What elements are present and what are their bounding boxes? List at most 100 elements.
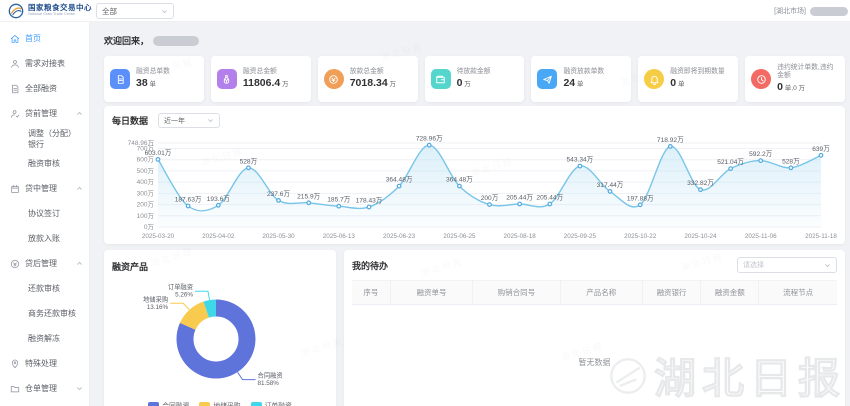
coin-icon [323, 69, 344, 89]
stat-body: 放款总金额 7018.34 万 [350, 68, 396, 90]
welcome-message: 欢迎回来， [104, 34, 200, 47]
svg-text:317.44万: 317.44万 [597, 181, 624, 189]
svg-text:2025-09-25: 2025-09-25 [564, 233, 597, 240]
svg-text:600万: 600万 [137, 156, 155, 164]
todo-column-3[interactable]: 购销合同号 [473, 281, 561, 304]
svg-text:205.44万: 205.44万 [506, 194, 533, 202]
stat-label: 融资总单数 [136, 68, 170, 76]
stat-label: 融资总金额 [242, 68, 277, 76]
stat-label: 融资即将到期数量 [670, 68, 725, 76]
chevron-up-icon [77, 261, 82, 265]
sidebar-item-label: 全部融资 [25, 84, 57, 93]
svg-text:2025-06-23: 2025-06-23 [383, 233, 416, 240]
svg-text:592.2万: 592.2万 [749, 150, 773, 158]
stat-card-3[interactable]: 放款总金额 7018.34 万 [317, 56, 418, 102]
calendar-icon [11, 184, 19, 193]
stat-value: 0 万 [456, 76, 471, 89]
legend-item[interactable]: 订单融资 [250, 400, 292, 406]
sidebar-item-label: 贷后管理 [25, 259, 57, 268]
todo-table-header: 序号 融资单号 购销合同号 产品名称 融资银行 融资金额 流程节点 [352, 280, 837, 305]
market-filter-select[interactable]: 全部 [96, 3, 174, 19]
svg-text:订单融资: 订单融资 [168, 282, 193, 291]
sidebar-item-10[interactable]: 贷后管理 [0, 251, 89, 276]
stat-body: 违约统计单数,违约金额 0 单,0 万 [777, 64, 839, 94]
todo-column-1[interactable]: 序号 [352, 281, 391, 304]
sidebar-item-15[interactable]: 仓单管理 [0, 376, 89, 401]
todo-title: 我的待办 [352, 260, 389, 271]
stat-card-5[interactable]: 融资放款单数 24 单 [531, 56, 632, 102]
sidebar-item-label: 特殊处理 [25, 359, 57, 368]
stat-value: 0 单 [670, 76, 685, 89]
stat-body: 融资即将到期数量 0 单 [670, 68, 724, 90]
stat-card-4[interactable]: 待放款金额 0 万 [424, 56, 525, 102]
chevron-up-icon [77, 111, 82, 115]
sidebar-item-14[interactable]: 特殊处理 [0, 351, 89, 376]
stat-card-6[interactable]: 融资即将到期数量 0 单 [638, 56, 739, 102]
sidebar-item-8[interactable]: 协议签订 [0, 201, 89, 226]
welcome-text: 欢迎回来， [104, 36, 150, 46]
brand-logo-icon [8, 3, 24, 18]
todo-filter-select[interactable]: 请选择 [737, 257, 837, 273]
todo-column-6[interactable]: 融资金额 [701, 281, 760, 304]
date-range-select[interactable]: 近一年 [158, 113, 221, 128]
financing-products-title: 融资产品 [112, 262, 149, 272]
user-icon [11, 59, 19, 68]
document-icon [12, 84, 19, 93]
svg-text:728.96万: 728.96万 [416, 135, 443, 143]
sidebar-item-12[interactable]: 商务还款审核 [0, 301, 89, 326]
redacted-username[interactable] [810, 6, 848, 16]
todo-column-7[interactable]: 流程节点 [783, 288, 814, 297]
sidebar-item-label: 商务还款审核 [28, 309, 76, 318]
todo-column-4[interactable]: 产品名称 [561, 281, 643, 304]
svg-text:718.92万: 718.92万 [657, 136, 684, 144]
legend-item[interactable]: 合同融资 [148, 400, 189, 406]
svg-text:400万: 400万 [137, 178, 155, 186]
sidebar-item-label: 融资解冻 [28, 334, 60, 343]
todo-column-2[interactable]: 融资单号 [391, 281, 474, 304]
daily-data-card: 每日数据 近一年 0万 100万 200万 300万 400万 500万 600万 700万 7… [104, 106, 845, 244]
brand-title: 国家粮食交易中心 [28, 3, 92, 13]
redacted-welcome-name [153, 35, 200, 46]
stat-body: 待放款金额 0 万 [457, 68, 491, 90]
chevron-down-icon [162, 9, 167, 13]
stat-card-2[interactable]: 融资总金额 11806.4 万 [210, 56, 311, 102]
sidebar-item-2[interactable]: 需求对接表 [0, 51, 89, 76]
sidebar-item-7[interactable]: 贷中管理 [0, 176, 89, 201]
stat-label: 融资放款单数 [563, 68, 605, 76]
legend-label: 地储采购 [213, 400, 240, 406]
sidebar-item-13[interactable]: 融资解冻 [0, 326, 89, 351]
svg-text:185.7万: 185.7万 [327, 196, 351, 204]
sidebar-item-6[interactable]: 融资审核 [0, 151, 89, 176]
sidebar-item-3[interactable]: 全部融资 [0, 76, 89, 101]
sidebar-item-11[interactable]: 还款审核 [0, 276, 89, 301]
sidebar-item-1[interactable]: 首页 [0, 26, 89, 51]
home-icon [10, 34, 20, 43]
svg-text:193.6万: 193.6万 [207, 195, 231, 203]
sidebar-item-4[interactable]: 贷前管理 [0, 101, 89, 126]
chevron-down-icon [77, 387, 82, 391]
svg-text:2025-04-02: 2025-04-02 [202, 233, 235, 240]
stat-value: 11806.4 万 [242, 76, 289, 89]
todo-column-5[interactable]: 融资银行 [643, 281, 702, 304]
sidebar-item-label: 首页 [25, 34, 41, 43]
todo-table: 序号 融资单号 购销合同号 产品名称 融资银行 融资金额 流程节点 暂无数据 [352, 280, 837, 368]
svg-text:639万: 639万 [812, 145, 830, 153]
svg-text:2025-11-18: 2025-11-18 [805, 233, 837, 240]
legend-item[interactable]: 地储采购 [199, 400, 241, 406]
stat-body: 融资总金额 11806.4 万 [243, 68, 289, 90]
todo-empty-text: 暂无数据 [578, 358, 611, 367]
stat-value: 0 单,0 万 [777, 80, 806, 93]
stats-row: 融资总单数 38 单 融资总金额 11806.4 万 放款总金额 7018.34 万 待放款… [104, 56, 846, 102]
sidebar-item-9[interactable]: 放款入账 [0, 226, 89, 251]
svg-text:2025-03-20: 2025-03-20 [142, 233, 175, 240]
sidebar-item-5[interactable]: 调整（分配）银行 [0, 126, 89, 151]
stat-card-1[interactable]: 融资总单数 38 单 [104, 56, 204, 102]
stat-card-7[interactable]: 违约统计单数,违约金额 0 单,0 万 [745, 56, 846, 102]
svg-text:0万: 0万 [144, 223, 155, 231]
svg-text:197.88万: 197.88万 [627, 194, 654, 202]
svg-text:2025-05-30: 2025-05-30 [262, 233, 295, 240]
